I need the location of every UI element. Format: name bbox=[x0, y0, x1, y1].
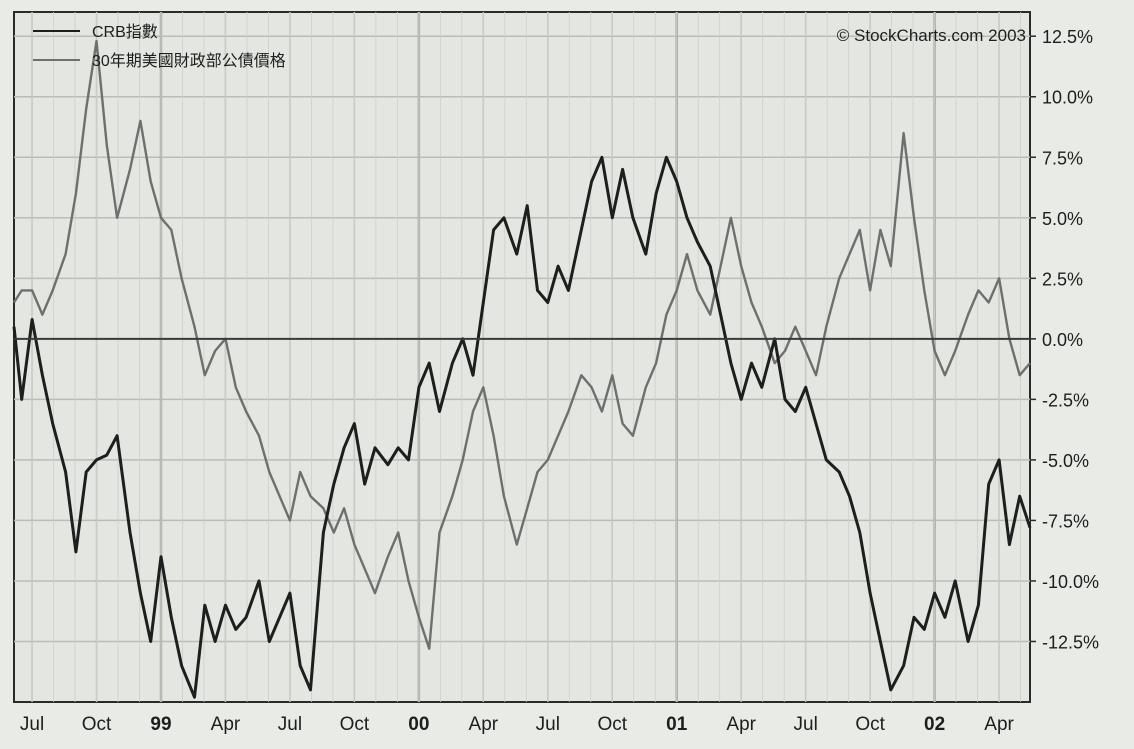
x-tick-label: Oct bbox=[597, 714, 627, 735]
x-tick-label: Apr bbox=[726, 714, 756, 735]
y-tick-label: 10.0% bbox=[1042, 88, 1093, 108]
legend-label-crb: CRB指數 bbox=[92, 23, 158, 41]
legend-label-treasury: 30年期美國財政部公債價格 bbox=[92, 52, 286, 70]
x-tick-label: Oct bbox=[82, 714, 112, 735]
y-tick-label: 0.0% bbox=[1042, 330, 1083, 350]
x-tick-label: Oct bbox=[855, 714, 885, 735]
series-layer bbox=[12, 39, 1032, 699]
y-tick-label: -7.5% bbox=[1042, 511, 1089, 531]
y-axis: 12.5% 10.0% 7.5% 5.0% 2.5% 0.0% -2.5% -5.0% -7.5… bbox=[1030, 27, 1099, 652]
y-tick-label: 7.5% bbox=[1042, 148, 1083, 168]
x-tick-label: 02 bbox=[924, 714, 945, 735]
x-tick-label: 99 bbox=[150, 714, 171, 735]
x-tick-label: Jul bbox=[20, 714, 44, 735]
plot-area bbox=[13, 11, 1031, 703]
x-tick-label: Jul bbox=[536, 714, 560, 735]
x-axis: Jul Oct 99 Apr Jul Oct 00 Apr Jul Oct 01 Apr Jul Oct 0… bbox=[20, 714, 1015, 735]
y-tick-label: -12.5% bbox=[1042, 632, 1099, 652]
x-tick-label: Jul bbox=[794, 714, 818, 735]
y-tick-label: 12.5% bbox=[1042, 27, 1093, 47]
y-tick-label: 5.0% bbox=[1042, 209, 1083, 229]
y-tick-label: -5.0% bbox=[1042, 451, 1089, 471]
x-tick-label: Jul bbox=[278, 714, 302, 735]
x-tick-label: Apr bbox=[984, 714, 1014, 735]
x-tick-label: Apr bbox=[469, 714, 499, 735]
series-line-crb bbox=[12, 155, 1032, 699]
series-line-treasury bbox=[12, 39, 1031, 650]
legend: CRB指數 30年期美國財政部公債價格 bbox=[33, 23, 286, 70]
y-tick-label: -2.5% bbox=[1042, 390, 1089, 410]
copyright-label: © StockCharts.com 2003 bbox=[837, 26, 1026, 45]
x-tick-label: Apr bbox=[211, 714, 241, 735]
x-tick-label: Oct bbox=[340, 714, 370, 735]
y-tick-label: 2.5% bbox=[1042, 269, 1083, 289]
x-tick-label: 01 bbox=[666, 714, 688, 735]
x-tick-label: 00 bbox=[408, 714, 429, 735]
y-tick-label: -10.0% bbox=[1042, 572, 1099, 592]
